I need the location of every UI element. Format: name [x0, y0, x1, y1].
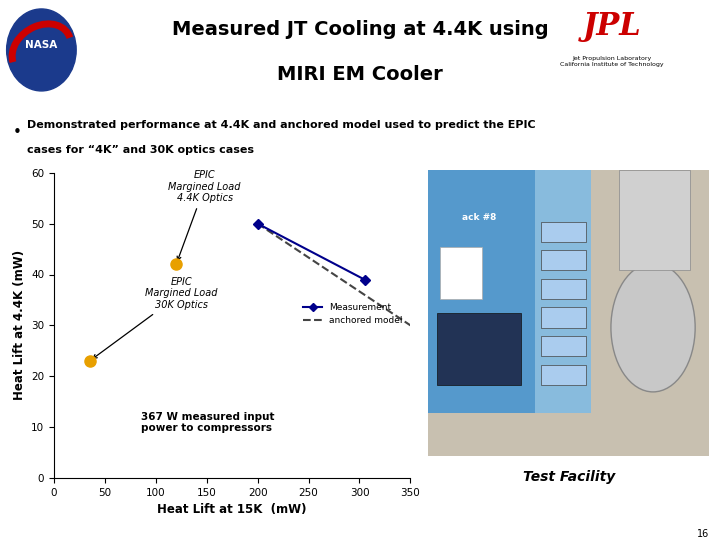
anchored model [253, 220, 262, 227]
Text: 16: 16 [697, 529, 709, 539]
Measurement [253, 220, 262, 227]
Text: EPIC
Margined Load
30K Optics: EPIC Margined Load 30K Optics [93, 277, 217, 359]
Measurement [360, 276, 369, 283]
Ellipse shape [611, 263, 696, 392]
Circle shape [6, 9, 76, 91]
Text: EPIC
Margined Load
4.4K Optics: EPIC Margined Load 4.4K Optics [168, 170, 241, 260]
Text: Jet Propulsion Laboratory
California Institute of Technology: Jet Propulsion Laboratory California Ins… [560, 56, 664, 66]
Text: Demonstrated performance at 4.4K and anchored model used to predict the EPIC: Demonstrated performance at 4.4K and anc… [27, 119, 536, 130]
Text: NASA: NASA [25, 40, 58, 51]
Bar [541, 364, 585, 384]
Bar [541, 336, 585, 356]
Line: anchored model: anchored model [258, 224, 410, 325]
Bar [619, 170, 690, 270]
Bar [428, 170, 535, 414]
Legend: Measurement, anchored model: Measurement, anchored model [300, 299, 406, 329]
Text: ack #8: ack #8 [462, 213, 497, 222]
Bar [541, 250, 585, 270]
Text: MIRI EM Cooler: MIRI EM Cooler [277, 65, 443, 84]
Text: cases for “4K” and 30K optics cases: cases for “4K” and 30K optics cases [27, 145, 254, 155]
anchored model [406, 322, 415, 328]
Y-axis label: Heat Lift at 4.4K (mW): Heat Lift at 4.4K (mW) [12, 250, 26, 401]
Bar [541, 307, 585, 327]
Text: •: • [13, 125, 22, 140]
Bar [535, 170, 591, 414]
Text: EPIC: EPIC [681, 102, 709, 112]
Bar [440, 247, 482, 299]
Text: JPL: JPL [582, 11, 642, 42]
Line: Measurement: Measurement [254, 220, 369, 284]
Bar [541, 221, 585, 241]
Bar [541, 279, 585, 299]
Bar [437, 313, 521, 384]
X-axis label: Heat Lift at 15K  (mW): Heat Lift at 15K (mW) [158, 503, 307, 516]
Text: 367 W measured input
power to compressors: 367 W measured input power to compressor… [140, 412, 274, 434]
Text: Measured JT Cooling at 4.4K using: Measured JT Cooling at 4.4K using [171, 21, 549, 39]
Text: Test Facility: Test Facility [523, 470, 615, 484]
